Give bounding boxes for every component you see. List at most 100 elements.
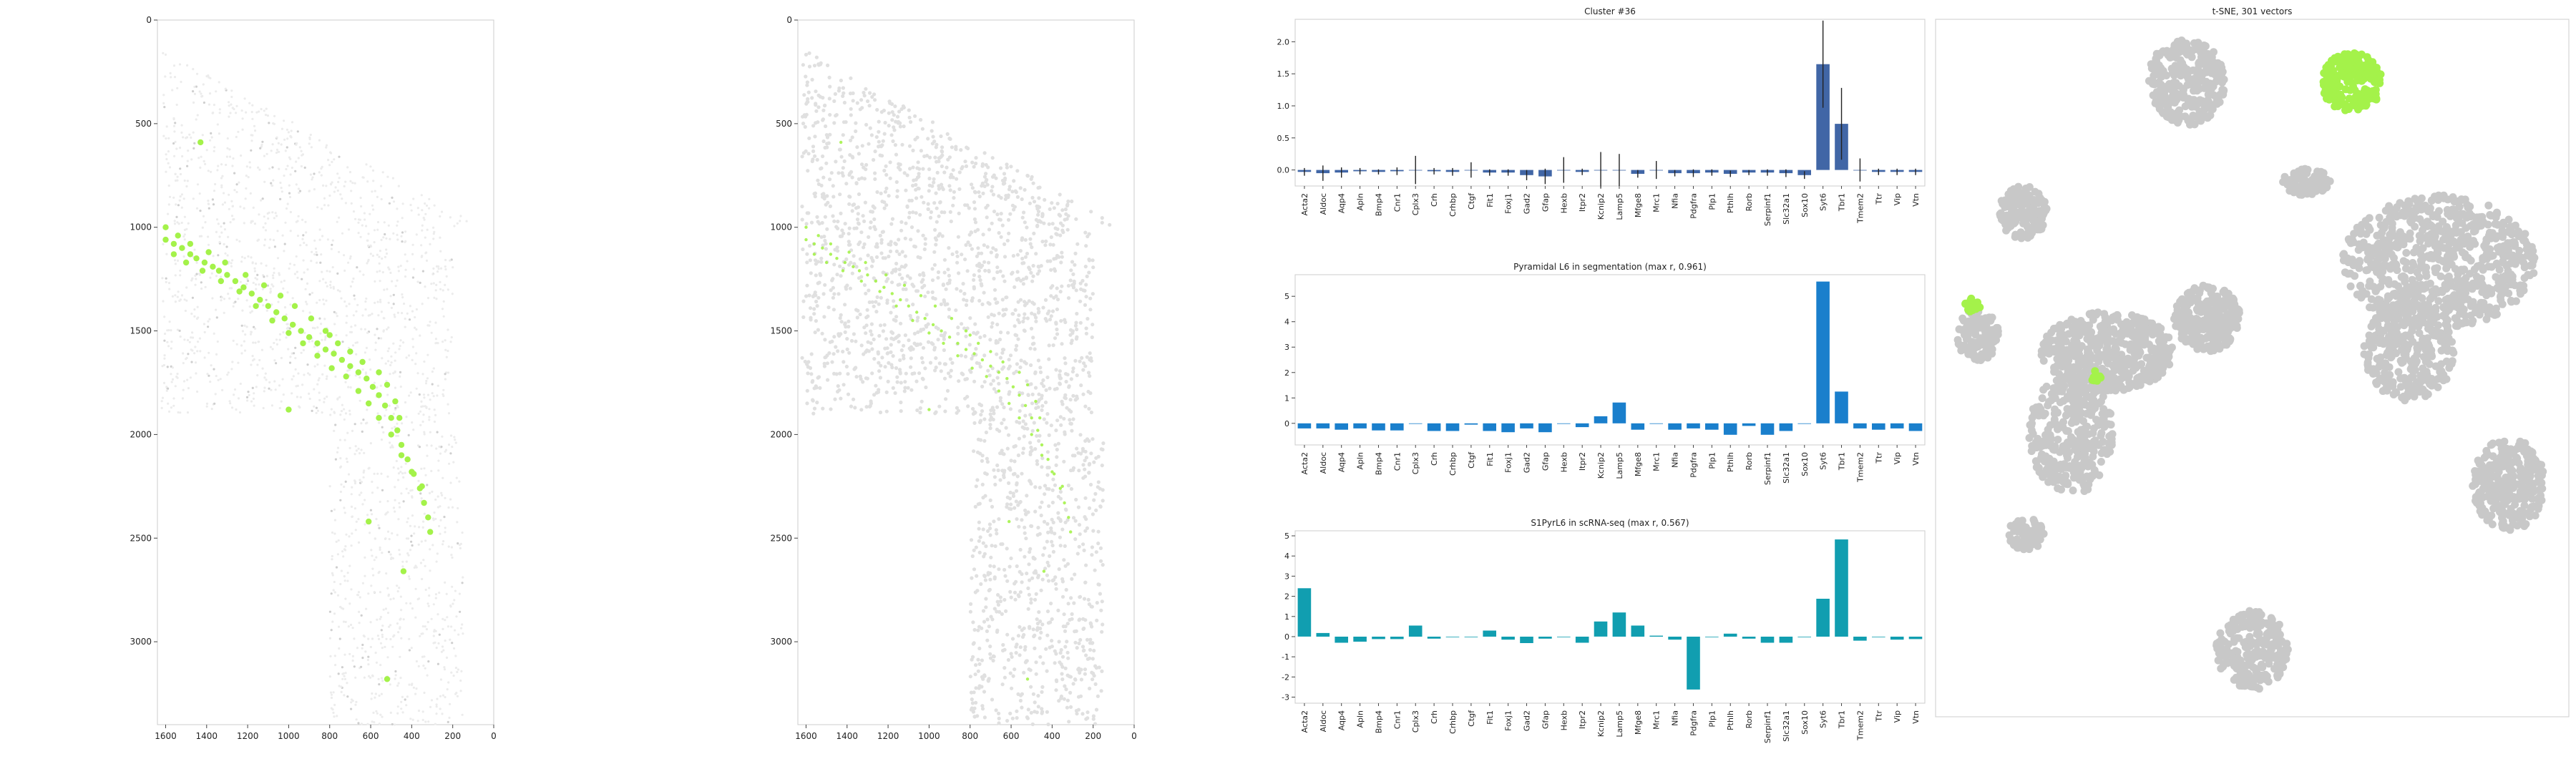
tissue-cell [980, 459, 984, 463]
tissue-cell [1053, 268, 1056, 271]
tissue-cell [441, 645, 444, 647]
tissue-cell [393, 294, 395, 296]
tissue-cell [401, 565, 404, 567]
tissue-cell [247, 255, 249, 258]
tissue-cell [1008, 358, 1011, 361]
tissue-cell [233, 305, 235, 308]
tissue-cell [1030, 300, 1034, 304]
tissue-cell [990, 325, 993, 328]
tissue-cell [265, 299, 268, 301]
tissue-cell [435, 289, 437, 291]
tissue-cell [990, 321, 994, 325]
tissue-cell [917, 187, 921, 190]
tissue-cell [358, 611, 360, 613]
tissue-cell [1049, 602, 1053, 605]
tissue-cell [266, 153, 268, 155]
highlighted-cell [376, 415, 381, 421]
tissue-cell [354, 453, 356, 455]
tissue-cell [379, 591, 381, 593]
tissue-cell [814, 121, 817, 124]
tissue-cell [371, 205, 374, 207]
tissue-cell [997, 567, 1000, 571]
tissue-cell [334, 664, 336, 666]
tissue-cell [819, 260, 823, 264]
tissue-cell [396, 280, 399, 282]
tissue-cell [977, 190, 980, 194]
tissue-cell [268, 381, 270, 383]
tissue-cell [366, 347, 368, 349]
tissue-cell [365, 608, 367, 610]
tissue-cell [192, 297, 194, 299]
tissue-cell [362, 418, 364, 421]
tissue-cell [1070, 200, 1073, 203]
tissue-cell [351, 202, 353, 205]
tissue-cell [460, 670, 462, 672]
tissue-cell [182, 397, 184, 399]
tissue-cell [163, 106, 165, 108]
tissue-cell [874, 150, 877, 153]
tissue-cell [887, 243, 890, 246]
tissue-cell [372, 255, 374, 257]
tissue-cell [288, 131, 290, 133]
tissue-cell [1092, 715, 1096, 718]
tissue-cell [279, 407, 281, 409]
tissue-cell [286, 291, 288, 293]
tissue-cell [434, 499, 436, 501]
tissue-cell [882, 169, 886, 172]
tissue-cell [229, 402, 231, 404]
tissue-cell [1090, 604, 1093, 608]
tissue-cell [173, 125, 175, 127]
tissue-cell [950, 173, 953, 177]
tissue-cell [873, 206, 877, 210]
tissue-cell [341, 550, 343, 552]
tissue-cell [987, 315, 990, 319]
tissue-cell [930, 341, 934, 345]
tissue-cell [848, 172, 852, 175]
tissue-cell [306, 283, 308, 285]
tissue-cell [187, 353, 189, 355]
tissue-cell [1077, 469, 1080, 472]
tissue-cell [348, 303, 351, 305]
tissue-cell [439, 695, 441, 697]
tissue-cell [814, 192, 817, 195]
tissue-cell [889, 222, 893, 226]
tissue-cell [1098, 592, 1102, 596]
tissue-cell [1078, 360, 1082, 363]
tissue-cell [209, 77, 211, 79]
tissue-cell [342, 555, 344, 557]
tissue-cell [409, 305, 411, 307]
tissue-cell [902, 104, 905, 108]
tissue-cell [185, 310, 187, 312]
tissue-cell [297, 373, 299, 375]
tissue-cell [228, 101, 230, 103]
tissue-cell [252, 341, 254, 343]
tissue-cell [889, 160, 892, 164]
tissue-cell [1098, 665, 1101, 669]
tissue-cell [1033, 647, 1036, 650]
tissue-cell [406, 488, 408, 490]
bar [1520, 423, 1533, 428]
tissue-cell [872, 305, 876, 308]
highlighted-cell [286, 406, 291, 412]
tissue-cell [246, 299, 248, 301]
tissue-cell [834, 160, 837, 163]
tissue-cell [1008, 185, 1012, 188]
highlighted-cell [300, 341, 306, 346]
tissue-cell [223, 243, 225, 245]
tissue-cell [847, 320, 850, 323]
tissue-cell [1018, 437, 1021, 441]
x-tick-label: Ttr [1874, 710, 1883, 722]
tissue-cell [343, 300, 346, 303]
tissue-cell [187, 339, 189, 341]
tissue-cell [331, 248, 333, 250]
tissue-cell [1003, 255, 1007, 258]
x-tick-label: Fit1 [1485, 710, 1495, 725]
tissue-cell [165, 158, 167, 160]
tissue-cell [412, 428, 414, 431]
tissue-cell [1040, 501, 1043, 504]
tissue-cell [165, 153, 167, 155]
tissue-cell [1077, 668, 1080, 672]
tissue-cell [1055, 678, 1058, 682]
tissue-cell [943, 331, 947, 335]
tissue-cell [328, 195, 331, 197]
